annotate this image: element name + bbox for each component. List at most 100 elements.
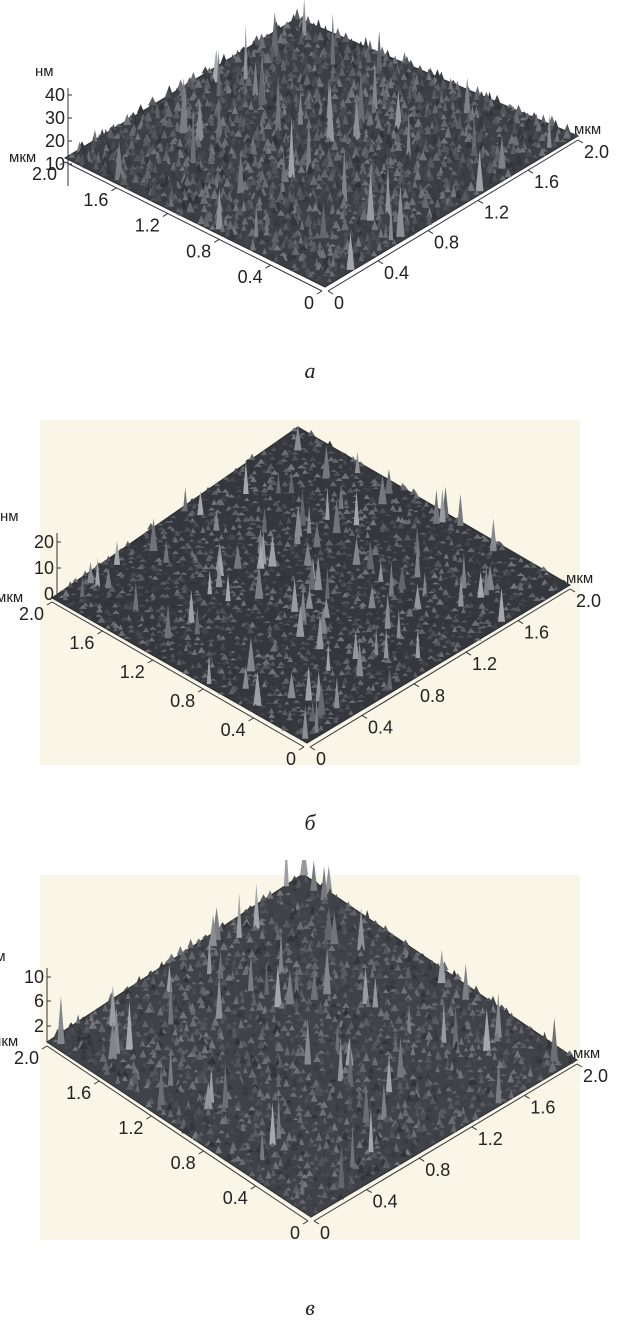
x-tick-label: 1.2 [484, 202, 509, 222]
surface-peak [374, 197, 380, 208]
surface-peak [196, 661, 202, 668]
surface-peak [287, 202, 296, 213]
surface-peak [366, 654, 376, 660]
surface-peak [378, 507, 387, 514]
surface-peak [357, 950, 364, 957]
surface-peak [435, 657, 444, 661]
surface-peak [242, 143, 250, 153]
surface-peak [553, 586, 559, 590]
surface-peak [319, 49, 327, 58]
surface-peak [387, 645, 396, 650]
x-tick-label: 0.4 [368, 717, 393, 737]
surface-peak [416, 99, 423, 110]
surface-peak [67, 581, 74, 588]
surface-peak [339, 196, 348, 209]
surface-peak [155, 154, 163, 164]
surface-peak [368, 495, 376, 502]
surface-peak [380, 97, 389, 105]
surface-peak [355, 227, 364, 233]
surface-peak [451, 618, 461, 622]
surface-peak [148, 577, 156, 583]
surface-peak [342, 1002, 350, 1009]
surface-peak [242, 517, 250, 522]
surface-peak [220, 653, 229, 660]
surface-peak [215, 683, 221, 689]
surface-peak [124, 988, 132, 995]
surface-peak [137, 996, 144, 1002]
surface-peak [463, 180, 471, 188]
surface-peak [424, 992, 429, 1000]
surface-peak [223, 78, 231, 84]
surface-peak [348, 539, 357, 546]
surface-peak [209, 632, 218, 635]
surface-peak [171, 550, 180, 554]
surface-peak [283, 583, 290, 587]
surface-peak [105, 624, 111, 629]
surface-peak [241, 223, 247, 231]
surface-peak [324, 906, 334, 940]
surface-peak [253, 598, 259, 601]
panel-caption-a: а [304, 358, 316, 383]
surface-peak [514, 606, 522, 612]
surface-peak [330, 588, 338, 594]
surface-peak [292, 136, 298, 143]
surface-peak [430, 587, 438, 593]
surface-peak [250, 476, 257, 483]
surface-peak [360, 662, 368, 665]
surface-peak [274, 963, 282, 1008]
surface-peak [144, 976, 152, 980]
surface-peak [145, 181, 152, 191]
surface-peak [316, 914, 325, 923]
surface-peak [235, 595, 242, 600]
surface-peak [231, 149, 238, 159]
surface-peak [278, 928, 284, 933]
surface-peak [282, 980, 288, 990]
surface-peak [327, 173, 335, 181]
surface-peak [209, 134, 216, 140]
surface-peak [494, 564, 503, 567]
surface-peak [403, 997, 413, 1003]
surface-peak [415, 210, 423, 215]
surface-peak [403, 601, 412, 608]
surface-peak [255, 962, 261, 972]
surface-peak [263, 227, 270, 236]
surface-plot-c-svg: 1062нм2.01.61.20.80.40мкм00.40.81.21.62.… [0, 860, 608, 1243]
surface-peak [253, 975, 260, 980]
surface-peak [227, 494, 236, 498]
surface-peak [454, 578, 460, 586]
surface-peak [300, 125, 309, 135]
surface-peak [125, 184, 131, 190]
surface-peak [451, 969, 458, 978]
surface-peak [440, 626, 446, 629]
surface-peak [196, 152, 203, 160]
surface-peak [244, 76, 253, 86]
surface-peak [396, 646, 402, 649]
surface-peak [136, 566, 145, 570]
surface-peak [192, 186, 199, 191]
surface-peak [170, 655, 176, 662]
surface-peak [427, 101, 433, 106]
surface-peak [400, 986, 408, 994]
surface-peak [266, 483, 275, 490]
surface-peak [276, 890, 284, 896]
surface-peak [342, 562, 347, 569]
surface-peak [179, 625, 187, 629]
surface-peak [242, 921, 251, 928]
surface-peak [405, 542, 412, 548]
surface-peak [335, 550, 342, 555]
surface-peak [122, 153, 129, 157]
surface-peak [122, 163, 129, 171]
surface-peak [259, 909, 265, 914]
surface-peak [436, 631, 442, 636]
surface-peak [336, 226, 341, 232]
surface-peak [118, 556, 126, 561]
surface-peak [188, 655, 195, 658]
surface-peak [493, 597, 500, 602]
surface-peak [261, 469, 267, 473]
surface-peak [319, 533, 324, 536]
surface-peak [242, 656, 250, 660]
surface-peak [319, 573, 328, 577]
surface-peak [173, 100, 182, 112]
surface-peak [352, 914, 361, 919]
surface-peak [113, 568, 121, 574]
